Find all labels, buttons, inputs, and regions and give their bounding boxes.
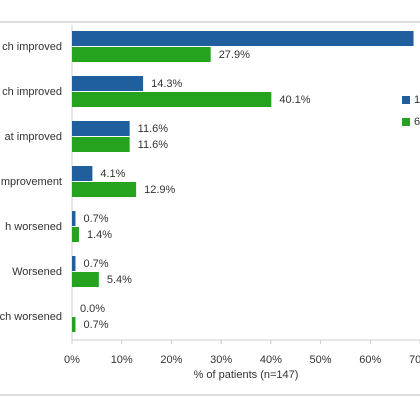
bar (72, 211, 76, 226)
x-axis-title: % of patients (n=147) (194, 369, 299, 381)
bar (72, 182, 137, 197)
legend-label: 6 (414, 116, 420, 128)
value-label: 5.4% (107, 274, 132, 286)
x-tick-label: 60% (359, 354, 381, 366)
bar (72, 272, 99, 287)
bar (72, 227, 79, 242)
y-tick-label: ch worsened (0, 311, 62, 323)
value-label: 0.7% (83, 213, 108, 225)
x-tick-label: 10% (111, 354, 133, 366)
y-tick-label: ch improved (2, 86, 62, 98)
value-label: 14.3% (151, 78, 182, 90)
x-tick-label: 30% (210, 354, 232, 366)
x-tick-label: 0% (64, 354, 80, 366)
bar (72, 76, 144, 91)
bar (72, 92, 272, 107)
value-label: 11.6% (138, 139, 169, 151)
y-tick-label: mprovement (1, 176, 62, 188)
value-label: 27.9% (219, 49, 250, 61)
x-tick-label: 70% (409, 354, 420, 366)
value-label: 1.4% (87, 229, 112, 241)
bar (72, 137, 130, 152)
y-tick-label: Worsened (12, 266, 62, 278)
value-label: 0.0% (80, 303, 105, 315)
legend-swatch (402, 118, 410, 126)
value-label: 12.9% (144, 184, 175, 196)
bar (72, 121, 130, 136)
value-label: 11.6% (138, 123, 169, 135)
x-tick-label: 20% (160, 354, 182, 366)
legend-swatch (402, 96, 410, 104)
value-label: 4.1% (100, 168, 125, 180)
value-label: 0.7% (83, 258, 108, 270)
y-tick-label: at improved (5, 131, 62, 143)
value-label: 40.1% (279, 94, 310, 106)
bar (72, 256, 76, 271)
legend-label: 12 (414, 94, 420, 106)
value-label: 0.7% (83, 319, 108, 331)
bar (72, 31, 414, 46)
x-tick-label: 40% (260, 354, 282, 366)
bar (72, 317, 76, 332)
y-tick-label: h worsened (5, 221, 62, 233)
x-tick-label: 50% (310, 354, 332, 366)
bar (72, 166, 93, 181)
bar (72, 47, 211, 62)
y-tick-label: ch improved (2, 41, 62, 53)
